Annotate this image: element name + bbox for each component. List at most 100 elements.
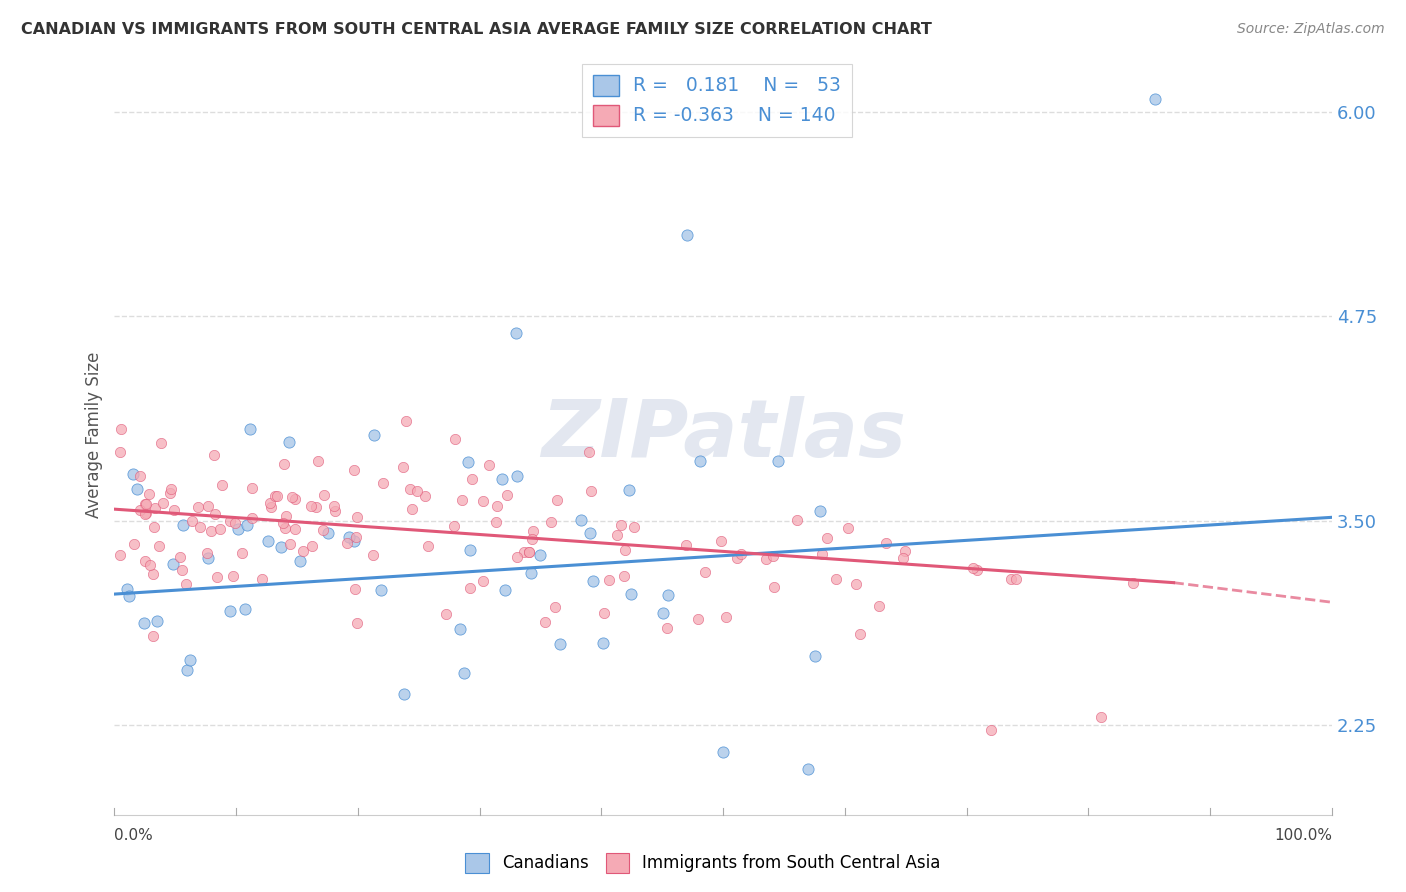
Point — [180, 514, 202, 528]
Point — [472, 494, 495, 508]
Point — [652, 606, 675, 620]
Point — [548, 636, 571, 650]
Point — [395, 414, 418, 428]
Point — [579, 484, 602, 499]
Point — [125, 483, 148, 497]
Point — [766, 454, 789, 468]
Point — [179, 652, 201, 666]
Point — [606, 528, 628, 542]
Point — [202, 448, 225, 462]
Point — [231, 546, 253, 560]
Point — [613, 569, 636, 583]
Point — [162, 503, 184, 517]
Point — [240, 481, 263, 495]
Point — [786, 513, 808, 527]
Point — [134, 554, 156, 568]
Point — [449, 622, 471, 636]
Point — [211, 478, 233, 492]
Point — [256, 533, 278, 548]
Point — [825, 572, 848, 586]
Point — [219, 514, 242, 528]
Point — [284, 522, 307, 536]
Point — [763, 580, 786, 594]
Point — [966, 563, 988, 577]
Point — [145, 501, 167, 516]
Point — [148, 539, 170, 553]
Point — [401, 501, 423, 516]
Point — [868, 599, 890, 613]
Point — [582, 574, 605, 588]
Point — [188, 520, 211, 534]
Point — [891, 550, 914, 565]
Point — [134, 507, 156, 521]
Point — [363, 548, 385, 562]
Point — [837, 521, 859, 535]
Legend: Canadians, Immigrants from South Central Asia: Canadians, Immigrants from South Central… — [458, 847, 948, 880]
Point — [505, 326, 527, 340]
Point — [804, 649, 827, 664]
Point — [1144, 92, 1167, 106]
Point — [1004, 573, 1026, 587]
Point — [453, 665, 475, 680]
Point — [305, 500, 328, 515]
Point — [118, 589, 141, 603]
Point — [135, 506, 157, 520]
Point — [239, 422, 262, 436]
Point — [496, 487, 519, 501]
Point — [221, 569, 243, 583]
Point — [159, 486, 181, 500]
Point — [197, 546, 219, 560]
Point — [617, 483, 640, 497]
Point — [314, 488, 336, 502]
Point — [875, 536, 897, 550]
Point — [240, 511, 263, 525]
Point — [533, 615, 555, 630]
Point — [894, 544, 917, 558]
Point — [755, 552, 778, 566]
Point — [134, 497, 156, 511]
Point — [284, 492, 307, 507]
Point — [110, 422, 132, 436]
Point — [264, 490, 287, 504]
Point — [845, 577, 868, 591]
Point — [392, 459, 415, 474]
Point — [579, 526, 602, 541]
Point — [485, 499, 508, 513]
Point — [252, 572, 274, 586]
Point — [187, 500, 209, 515]
Point — [494, 583, 516, 598]
Point — [204, 507, 226, 521]
Point — [444, 432, 467, 446]
Point — [472, 574, 495, 589]
Point — [174, 576, 197, 591]
Point — [135, 497, 157, 511]
Point — [139, 558, 162, 572]
Point — [392, 687, 415, 701]
Point — [416, 539, 439, 553]
Text: 100.0%: 100.0% — [1274, 828, 1331, 843]
Point — [271, 516, 294, 530]
Point — [689, 454, 711, 468]
Point — [413, 489, 436, 503]
Point — [224, 516, 246, 530]
Point — [491, 472, 513, 486]
Point — [337, 530, 360, 544]
Point — [146, 614, 169, 628]
Point — [522, 524, 544, 539]
Point — [124, 537, 146, 551]
Point — [434, 607, 457, 621]
Point — [344, 582, 367, 597]
Point — [142, 629, 165, 643]
Point — [233, 602, 256, 616]
Point — [399, 482, 422, 496]
Point — [675, 227, 697, 242]
Point — [132, 616, 155, 631]
Point — [121, 467, 143, 481]
Point — [450, 492, 472, 507]
Point — [208, 522, 231, 536]
Point — [962, 560, 984, 574]
Point — [980, 723, 1002, 737]
Point — [363, 427, 385, 442]
Text: CANADIAN VS IMMIGRANTS FROM SOUTH CENTRAL ASIA AVERAGE FAMILY SIZE CORRELATION C: CANADIAN VS IMMIGRANTS FROM SOUTH CENTRA… — [21, 22, 932, 37]
Point — [160, 482, 183, 496]
